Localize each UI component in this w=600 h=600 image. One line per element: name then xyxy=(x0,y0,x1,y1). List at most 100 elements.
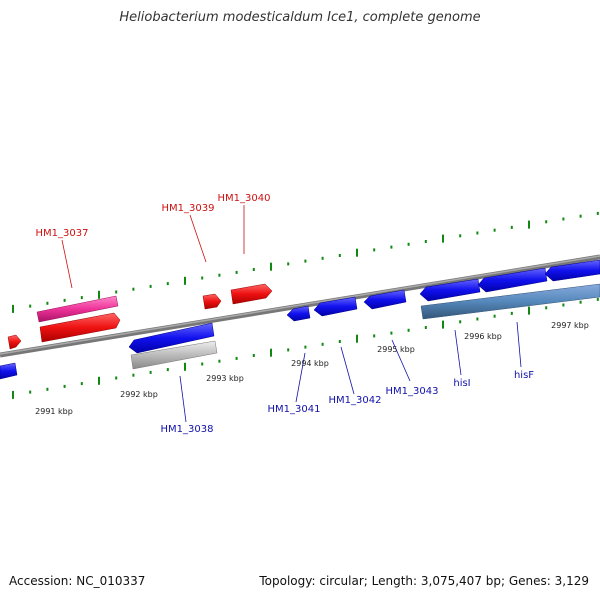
tick-mark xyxy=(442,320,444,329)
gene-label-hm1-3038[interactable]: HM1_3038 xyxy=(161,424,214,435)
tick-mark xyxy=(338,254,341,257)
tick-mark xyxy=(80,296,83,300)
tick-mark xyxy=(149,370,152,374)
tick-mark xyxy=(287,348,290,352)
tick-mark xyxy=(29,390,32,394)
gene-arrow-operon-band[interactable] xyxy=(420,283,600,320)
gene-labels-forward: HM1_3037 HM1_3039 HM1_3040 xyxy=(36,193,271,239)
gene-arrow-hm1-3038[interactable] xyxy=(128,322,215,354)
tick-mark xyxy=(201,276,204,280)
gene-label-hm1-3043[interactable]: HM1_3043 xyxy=(386,386,439,397)
gene-arrow-reverse-right[interactable] xyxy=(544,259,600,282)
tick-mark xyxy=(166,368,169,372)
tick-mark xyxy=(424,240,427,243)
tick-mark xyxy=(132,373,135,377)
tick-mark xyxy=(201,362,204,366)
tick-mark xyxy=(424,326,427,329)
gene-arrow-hisi[interactable] xyxy=(419,278,481,302)
gene-arrow-hisf[interactable] xyxy=(477,267,548,293)
tick-mark xyxy=(252,268,255,271)
tick-mark xyxy=(338,340,341,343)
tick-mark xyxy=(356,334,358,343)
tick-label-2992: 2992 kbp xyxy=(120,390,158,399)
tick-mark xyxy=(373,248,376,252)
gene-label-hm1-3042[interactable]: HM1_3042 xyxy=(329,395,382,406)
tick-mark xyxy=(304,345,307,349)
tick-mark xyxy=(459,234,462,238)
tick-mark xyxy=(562,217,565,221)
gene-arrow-forward-a[interactable] xyxy=(39,312,121,343)
tick-mark xyxy=(184,276,186,285)
kbp-tick-labels: 2991 kbp 2992 kbp 2993 kbp 2994 kbp 2995… xyxy=(35,321,589,416)
tick-mark xyxy=(493,314,496,318)
gene-label-hisi[interactable]: hisI xyxy=(453,378,470,389)
tick-mark xyxy=(442,234,444,243)
gene-arrow-hm1-3043[interactable] xyxy=(363,289,407,310)
topology-summary: Topology: circular; Length: 3,075,407 bp… xyxy=(259,574,589,588)
gene-arrow-pseudo[interactable] xyxy=(130,340,218,370)
genome-backbone xyxy=(0,254,600,358)
tick-mark xyxy=(476,231,479,235)
tick-mark xyxy=(321,342,324,346)
gene-arrow-forward-left[interactable] xyxy=(7,334,22,350)
tick-mark xyxy=(476,317,479,321)
tick-label-2995: 2995 kbp xyxy=(377,345,415,354)
tick-mark xyxy=(98,376,100,385)
reverse-strand-genes xyxy=(0,259,600,380)
tick-mark xyxy=(12,304,14,313)
gene-arrow-hm1-3042[interactable] xyxy=(313,296,358,317)
tick-mark xyxy=(115,376,118,380)
gene-arrow-hm1-3037[interactable] xyxy=(36,295,119,323)
tick-mark xyxy=(510,225,513,229)
tick-mark xyxy=(149,284,152,288)
tick-mark xyxy=(579,300,582,304)
gene-label-hm1-3041[interactable]: HM1_3041 xyxy=(268,404,321,415)
tick-mark xyxy=(115,290,118,294)
gene-arrow-hm1-3040[interactable] xyxy=(230,283,273,305)
tick-label-2991: 2991 kbp xyxy=(35,407,73,416)
tick-mark xyxy=(304,259,307,263)
gene-arrow-reverse-left[interactable] xyxy=(0,362,18,380)
tick-mark xyxy=(270,348,272,357)
tick-mark xyxy=(252,354,255,357)
tick-mark xyxy=(166,282,169,286)
tick-mark xyxy=(80,382,83,386)
tick-mark xyxy=(46,387,49,391)
tick-mark xyxy=(218,359,221,363)
tick-mark xyxy=(596,211,599,215)
gene-arrow-hm1-3039[interactable] xyxy=(202,293,222,310)
tick-row-upper xyxy=(12,211,599,313)
gene-label-hm1-3040[interactable]: HM1_3040 xyxy=(218,193,271,204)
tick-mark xyxy=(545,306,548,310)
tick-mark xyxy=(235,270,238,274)
tick-label-2997: 2997 kbp xyxy=(551,321,589,330)
tick-mark xyxy=(63,298,66,302)
tick-mark xyxy=(510,311,513,315)
tick-mark xyxy=(270,262,272,271)
label-leader-lines xyxy=(61,205,522,423)
tick-mark xyxy=(407,328,410,332)
gene-label-hisf[interactable]: hisF xyxy=(514,370,534,381)
tick-label-2993: 2993 kbp xyxy=(206,374,244,383)
tick-mark xyxy=(287,262,290,266)
tick-mark xyxy=(63,384,66,388)
tick-mark xyxy=(235,356,238,360)
tick-mark xyxy=(46,301,49,305)
tick-mark xyxy=(356,248,358,257)
gene-label-hm1-3037[interactable]: HM1_3037 xyxy=(36,228,89,239)
gene-label-hm1-3039[interactable]: HM1_3039 xyxy=(162,203,215,214)
tick-mark xyxy=(390,245,393,249)
tick-mark xyxy=(218,273,221,277)
gene-arrow-hm1-3041[interactable] xyxy=(286,305,311,322)
tick-mark xyxy=(132,287,135,291)
tick-mark xyxy=(579,214,582,218)
tick-mark xyxy=(29,304,32,308)
tick-mark xyxy=(98,290,100,299)
tick-mark xyxy=(390,331,393,335)
forward-strand-genes xyxy=(7,283,273,350)
tick-mark xyxy=(321,256,324,260)
tick-mark xyxy=(562,303,565,307)
gene-labels-reverse: HM1_3038 HM1_3041 HM1_3042 HM1_3043 hisI… xyxy=(161,370,535,435)
tick-mark xyxy=(373,334,376,338)
